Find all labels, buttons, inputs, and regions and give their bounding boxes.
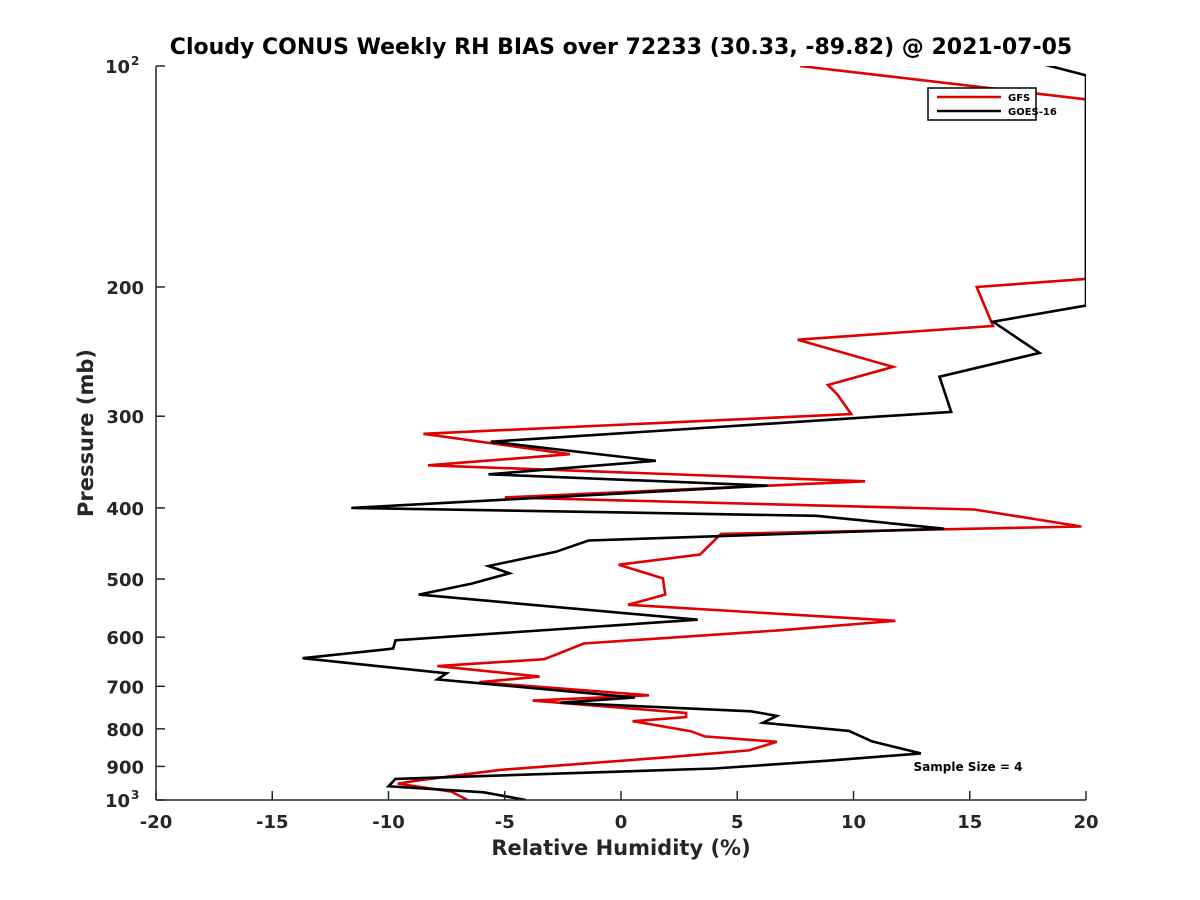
x-tick-label: -5 xyxy=(495,812,515,833)
y-tick-label: 300 xyxy=(106,407,144,428)
y-axis-label: Pressure (mb) xyxy=(74,349,98,517)
legend-label-goes-16: GOES-16 xyxy=(1008,107,1057,118)
series-line-goes-16 xyxy=(302,66,1086,800)
y-tick-label: 900 xyxy=(106,757,144,778)
y-tick-label: 400 xyxy=(106,499,144,520)
legend-box xyxy=(927,87,1037,121)
x-tick-label: -10 xyxy=(372,812,405,833)
series-layer xyxy=(302,66,1086,800)
y-tick-label: 800 xyxy=(106,720,144,741)
legend: GFS GOES-16 xyxy=(927,87,1057,121)
x-tick-label: 10 xyxy=(841,812,866,833)
sample-size-annotation: Sample Size = 4 xyxy=(914,760,1023,774)
y-tick-label-exponent: 3 xyxy=(131,788,139,802)
x-tick-label: 20 xyxy=(1073,812,1098,833)
y-tick-label: 10 xyxy=(105,791,130,812)
y-tick-label: 200 xyxy=(106,278,144,299)
x-tick-label: 0 xyxy=(615,812,628,833)
y-tick-label-exponent: 2 xyxy=(131,54,139,68)
y-tick-label: 600 xyxy=(106,628,144,649)
x-tick-label: 5 xyxy=(731,812,744,833)
y-tick-label: 700 xyxy=(106,677,144,698)
x-tick-label: -20 xyxy=(140,812,173,833)
x-tick-label: 15 xyxy=(957,812,982,833)
series-line-gfs xyxy=(397,66,1086,800)
x-axis-label: Relative Humidity (%) xyxy=(491,836,750,860)
chart-title: Cloudy CONUS Weekly RH BIAS over 72233 (… xyxy=(170,35,1072,60)
y-tick-label: 10 xyxy=(105,57,130,78)
x-tick-label: -15 xyxy=(256,812,289,833)
legend-label-gfs: GFS xyxy=(1008,93,1030,104)
y-tick-label: 500 xyxy=(106,570,144,591)
